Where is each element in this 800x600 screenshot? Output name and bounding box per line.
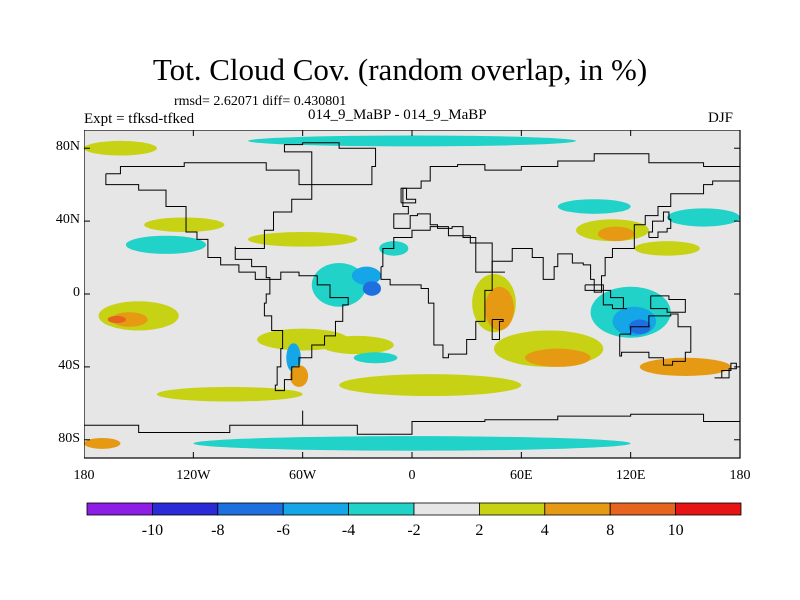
anomaly-blob [639,357,731,376]
coastline-path [619,313,692,366]
anomaly-blob [524,348,591,367]
coastline-path [380,226,505,359]
colorbar-swatch [217,502,284,516]
coastline-path [650,295,686,313]
colorbar-swatch [544,502,611,516]
colorbar-swatch [609,502,677,516]
anomaly-blob [248,232,358,247]
y-tick-label: 80S [58,430,80,446]
x-tick-label: 120E [615,468,646,483]
anomaly-blob [339,374,522,397]
coastline-path [714,362,737,379]
colorbar-swatch [675,502,742,516]
colorbar-swatch [478,502,546,516]
colorbar-label: 8 [606,522,614,539]
coastline-path [393,153,740,293]
colorbar-label: -10 [142,522,163,539]
x-tick-label: 180 [73,468,95,483]
colorbar-label: -8 [211,522,224,539]
axis-ticks [84,130,741,458]
anomaly-blob [193,436,631,451]
anomaly-blob [353,352,398,364]
anomaly-blob [667,208,740,227]
case-label: 014_9_MaBP - 014_9_MaBP [308,107,487,123]
anomaly-blob [107,315,126,324]
x-tick-label: 180 [729,468,751,483]
anomaly-blob [286,343,301,373]
coastline-path [400,187,417,204]
y-tick-label: 40S [58,357,80,373]
coastline-path [263,271,349,392]
x-tick-label: 60W [289,468,317,483]
colorbar-label: 2 [475,522,483,539]
anomaly-blob [557,199,631,214]
anomaly-blob [84,140,157,156]
anomaly-blob [248,135,576,147]
anomaly-blob [597,226,635,242]
anomaly-blob [362,281,382,296]
anomaly-blob [125,235,207,254]
colorbar-swatch [348,502,415,516]
anomaly-blob [320,335,394,355]
anomaly-blob [351,266,382,285]
anomaly-blob [144,217,225,233]
y-tick-label: 80N [55,139,80,155]
anomaly-blob [156,386,303,402]
coastline-path [491,319,504,341]
y-tick-label: 0 [73,285,80,300]
colorbar-swatch [282,502,349,516]
coastline-path [648,211,672,239]
anomaly-blob [289,365,309,387]
anomaly-blob [84,437,121,449]
colorbar-swatch [86,502,153,516]
coastline-path [584,284,628,310]
colorbar-label: -4 [342,522,355,539]
figure-title: Tot. Cloud Cov. (random overlap, in %) [152,52,648,87]
x-tick-label: 0 [408,468,416,483]
colorbar-label: -2 [407,522,420,539]
y-tick-label: 40N [55,212,80,228]
colorbar: -10 -8 -6 -4 -2 2 4 8 10 [86,502,742,539]
colorbar-label: 10 [668,522,684,539]
colorbar-swatch [413,502,480,516]
colorbar-swatch [152,502,219,516]
season-label: DJF [708,110,734,126]
colorbar-label: -6 [277,522,290,539]
coastlines [84,142,740,437]
x-tick-label: 60E [510,468,533,483]
anomaly-blob [111,312,148,327]
experiment-label: Expt = tfksd-tfked [84,111,195,127]
coastline-path [105,162,313,280]
anomaly-blob [634,241,700,256]
coastline-path [283,142,377,186]
x-tick-label: 120W [176,468,211,483]
map-plot [84,130,741,459]
stats-text: rmsd= 2.62071 diff= 0.430801 [174,94,347,109]
colorbar-label: 4 [541,522,549,539]
coastline-path [84,410,740,437]
